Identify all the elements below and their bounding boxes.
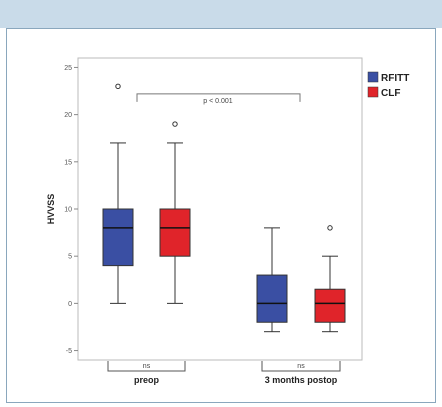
y-axis-label: HVVSS <box>46 194 56 225</box>
y-tick-label: 10 <box>64 207 72 214</box>
y-tick-label: 5 <box>68 254 72 261</box>
box-rfitt <box>102 208 134 267</box>
x-category-label: 3 months postop <box>265 375 338 385</box>
y-tick-label: -5 <box>66 348 72 355</box>
outlier-point <box>327 225 333 231</box>
legend-swatch <box>367 71 379 83</box>
p-value-annotation: p < 0.001 <box>203 98 232 105</box>
outlier-point <box>115 83 121 90</box>
box-clf <box>314 288 346 323</box>
x-category-label: preop <box>134 375 160 385</box>
significance-bracket <box>136 93 301 102</box>
ns-annotation: ns <box>297 363 305 370</box>
y-tick-label: 25 <box>64 65 72 72</box>
legend-swatch <box>367 86 379 98</box>
legend-label: CLF <box>381 88 400 99</box>
box-clf <box>159 208 191 257</box>
header-bar <box>0 0 442 28</box>
outlier-point <box>172 121 178 127</box>
box-rfitt <box>256 274 288 323</box>
y-tick-label: 15 <box>64 159 72 166</box>
legend-label: RFITT <box>381 73 409 84</box>
y-tick-label: 20 <box>64 112 72 119</box>
ns-annotation: ns <box>143 363 151 370</box>
group-bracket <box>261 361 341 372</box>
y-tick-label: 0 <box>68 301 72 308</box>
group-bracket <box>107 361 186 372</box>
